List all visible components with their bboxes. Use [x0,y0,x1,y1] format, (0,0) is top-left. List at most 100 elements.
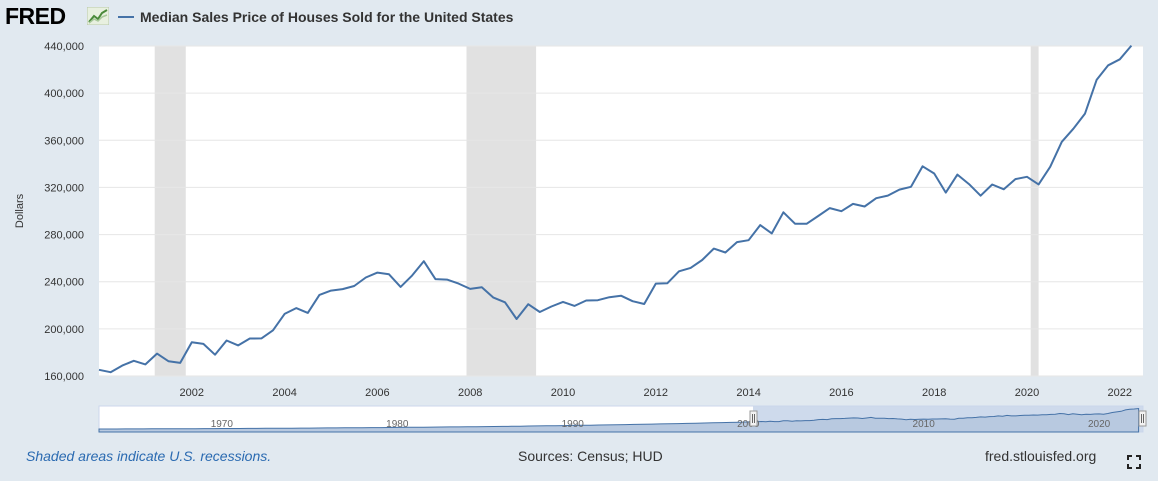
data-point[interactable] [944,191,948,195]
data-point[interactable] [793,222,797,226]
data-point[interactable] [1048,165,1052,169]
data-point[interactable] [1083,112,1087,116]
navigator-handle-left[interactable] [749,410,758,427]
data-point[interactable] [236,343,240,347]
data-point[interactable] [1060,140,1064,144]
data-point[interactable] [1037,182,1041,186]
data-point[interactable] [897,188,901,192]
data-point[interactable] [1106,63,1110,67]
data-point[interactable] [317,293,321,297]
data-point[interactable] [839,209,843,213]
data-point[interactable] [132,359,136,363]
data-point[interactable] [619,294,623,298]
data-point[interactable] [155,352,159,356]
data-point[interactable] [271,328,275,332]
data-point[interactable] [294,306,298,310]
data-point[interactable] [584,298,588,302]
data-point[interactable] [375,271,379,275]
data-point[interactable] [747,238,751,242]
data-point[interactable] [225,339,229,343]
data-point[interactable] [979,194,983,198]
data-point[interactable] [364,275,368,279]
data-point[interactable] [561,300,565,304]
series-title[interactable]: Median Sales Price of Houses Sold for th… [140,9,514,25]
data-point[interactable] [700,258,704,262]
navigator-handle-right[interactable] [1138,410,1147,427]
data-point[interactable] [120,364,124,368]
data-point[interactable] [433,277,437,281]
data-point[interactable] [828,206,832,210]
data-point[interactable] [503,300,507,304]
data-point[interactable] [1002,187,1006,191]
data-point[interactable] [306,311,310,315]
data-point[interactable] [654,282,658,286]
fred-logo[interactable]: FRED [5,3,66,29]
data-point[interactable] [723,250,727,254]
data-point[interactable] [283,312,287,316]
data-point[interactable] [468,287,472,291]
data-point[interactable] [607,295,611,299]
data-point[interactable] [1118,57,1122,61]
navigator-series-area [98,407,1140,433]
data-point[interactable] [1013,177,1017,181]
data-point[interactable] [1025,175,1029,179]
data-point[interactable] [665,281,669,285]
data-point[interactable] [990,182,994,186]
data-point[interactable] [422,259,426,263]
data-point[interactable] [573,304,577,308]
data-point[interactable] [1129,44,1133,48]
data-point[interactable] [445,278,449,282]
data-point[interactable] [178,361,182,365]
data-point[interactable] [874,196,878,200]
data-point[interactable] [410,273,414,277]
data-point[interactable] [329,289,333,293]
data-point[interactable] [457,282,461,286]
site-url[interactable]: fred.stlouisfed.org [985,448,1097,464]
data-point[interactable] [816,214,820,218]
data-point[interactable] [352,284,356,288]
data-point[interactable] [143,362,147,366]
data-point[interactable] [387,272,391,276]
data-point[interactable] [758,223,762,227]
data-point[interactable] [526,302,530,306]
data-point[interactable] [805,222,809,226]
data-point[interactable] [538,310,542,314]
data-point[interactable] [1071,127,1075,131]
x-tick-label: 2022 [1108,387,1132,399]
data-point[interactable] [248,337,252,341]
data-point[interactable] [967,182,971,186]
data-point[interactable] [770,231,774,235]
data-point[interactable] [596,298,600,302]
data-point[interactable] [491,296,495,300]
data-point[interactable] [851,202,855,206]
x-tick-label: 2014 [736,387,760,399]
fullscreen-icon[interactable] [1126,454,1142,470]
data-point[interactable] [932,172,936,176]
data-point[interactable] [109,370,113,374]
data-point[interactable] [201,342,205,346]
data-point[interactable] [213,353,217,357]
data-point[interactable] [921,164,925,168]
data-point[interactable] [97,368,101,372]
data-point[interactable] [631,299,635,303]
data-point[interactable] [677,269,681,273]
data-point[interactable] [955,173,959,177]
data-point[interactable] [259,336,263,340]
data-point[interactable] [515,317,519,321]
data-point[interactable] [549,304,553,308]
data-point[interactable] [689,266,693,270]
data-point[interactable] [399,285,403,289]
data-point[interactable] [886,194,890,198]
data-point[interactable] [1095,78,1099,82]
data-point[interactable] [863,205,867,209]
data-point[interactable] [735,240,739,244]
data-point[interactable] [190,340,194,344]
data-point[interactable] [167,359,171,363]
series-line[interactable] [98,44,1133,374]
data-point[interactable] [781,210,785,214]
data-point[interactable] [712,247,716,251]
data-point[interactable] [480,285,484,289]
data-point[interactable] [909,185,913,189]
data-point[interactable] [642,302,646,306]
data-point[interactable] [341,287,345,291]
